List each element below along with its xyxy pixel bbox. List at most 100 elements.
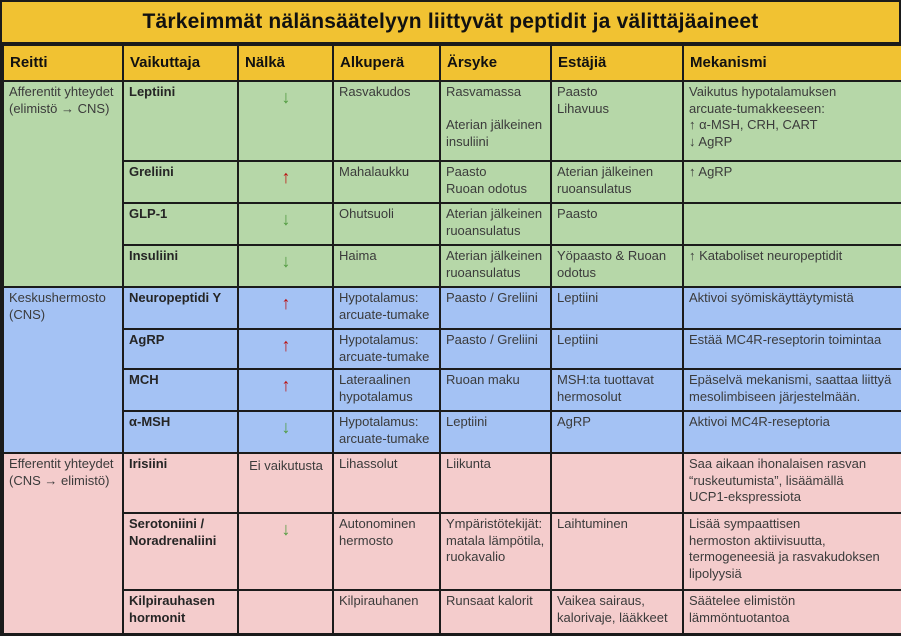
col-header-reitti: Reitti — [2, 44, 124, 82]
table-row: MCH ↑ Lateraalinen hypotalamus Ruoan mak… — [3, 368, 901, 412]
origin-cell: Rasvakudos — [332, 80, 441, 162]
route-label-afferent: Afferentit yhteydet (elimistö → CNS) — [2, 80, 124, 288]
agent-name: Kilpirauhasen hormonit — [122, 589, 239, 635]
col-header-mekanismi: Mekanismi — [682, 44, 901, 82]
hunger-cell: ↓ — [237, 512, 334, 591]
table-row: Afferentit yhteydet (elimistö → CNS) Lep… — [2, 80, 901, 288]
origin-cell: Mahalaukku — [332, 160, 441, 204]
page-title: Tärkeimmät nälänsäätelyyn liittyvät pept… — [142, 10, 759, 33]
inhibitors-cell: Leptiini — [550, 286, 684, 330]
hunger-cell: Ei vaikutusta — [237, 452, 334, 514]
agent-name: Insuliini — [122, 244, 239, 288]
table-row: Insuliini ↓ Haima Aterian jälkeinen ruoa… — [3, 244, 901, 288]
inhibitors-cell: Yöpaasto & Ruoan odotus — [550, 244, 684, 288]
col-header-arsyke: Ärsyke — [439, 44, 552, 82]
arrow-up-icon: ↑ — [281, 375, 291, 395]
table-row: Kilpirauhasen hormonit Kilpirauhanen Run… — [3, 589, 901, 635]
arrow-down-icon: ↓ — [281, 417, 291, 437]
no-effect-label: Ei vaikutusta — [249, 458, 323, 473]
mechanism-cell: Vaikutus hypotalamuksen arcuate-tumakkee… — [682, 80, 901, 162]
origin-cell: Kilpirauhanen — [332, 589, 441, 635]
inhibitors-cell: Aterian jälkeinen ruoansulatus — [550, 160, 684, 204]
table-row: Efferentit yhteydet (CNS → elimistö) Iri… — [2, 452, 901, 635]
mechanism-cell: Säätelee elimistön lämmöntuotantoa — [682, 589, 901, 635]
origin-cell: Hypotalamus: arcuate-tumake — [332, 328, 441, 370]
inhibitors-cell: AgRP — [550, 410, 684, 454]
col-header-estajia: Estäjiä — [550, 44, 684, 82]
inhibitors-cell: Laihtuminen — [550, 512, 684, 591]
mechanism-cell: Epäselvä mekanismi, saattaa liittyä meso… — [682, 368, 901, 412]
title-band: Tärkeimmät nälänsäätelyyn liittyvät pept… — [2, 2, 899, 44]
origin-cell: Hypotalamus: arcuate-tumake — [332, 286, 441, 330]
route-label-cns: Keskushermosto (CNS) — [2, 286, 124, 454]
table-row: Keskushermosto (CNS) Neuropeptidi Y ↑ Hy… — [2, 286, 901, 454]
hunger-cell: ↓ — [237, 80, 334, 162]
col-header-nalka: Nälkä — [237, 44, 334, 82]
stimulus-cell: Paasto / Greliini — [439, 328, 552, 370]
table-row: AgRP ↑ Hypotalamus: arcuate-tumake Paast… — [3, 328, 901, 370]
arrow-up-icon: ↑ — [281, 167, 291, 187]
inhibitors-cell: Paasto Lihavuus — [550, 80, 684, 162]
stimulus-cell: Paasto Ruoan odotus — [439, 160, 552, 204]
hunger-cell: ↑ — [237, 328, 334, 370]
arrow-down-icon: ↓ — [281, 251, 291, 271]
mechanism-cell: ↑ Kataboliset neuropeptidit — [682, 244, 901, 288]
origin-cell: Hypotalamus: arcuate-tumake — [332, 410, 441, 454]
stimulus-cell: Aterian jälkeinen ruoansulatus — [439, 202, 552, 246]
hunger-cell: ↑ — [237, 368, 334, 412]
origin-cell: Haima — [332, 244, 441, 288]
mechanism-cell: Lisää sympaattisen hermoston aktiivisuut… — [682, 512, 901, 591]
inhibitors-cell: Paasto — [550, 202, 684, 246]
agent-name: Greliini — [122, 160, 239, 204]
stimulus-cell: Ruoan maku — [439, 368, 552, 412]
hunger-cell: ↑ — [237, 286, 334, 330]
stimulus-cell: Ympäristötekijät: matala lämpötila, ruok… — [439, 512, 552, 591]
agent-name: α-MSH — [122, 410, 239, 454]
origin-cell: Ohutsuoli — [332, 202, 441, 246]
stimulus-cell: Rasvamassa Aterian jälkeinen insuliini — [439, 80, 552, 162]
arrow-down-icon: ↓ — [281, 87, 291, 107]
hunger-cell: ↑ — [237, 160, 334, 204]
agent-name: GLP-1 — [122, 202, 239, 246]
arrow-up-icon: ↑ — [281, 335, 291, 355]
header-row: Reitti Vaikuttaja Nälkä Alkuperä Ärsyke … — [2, 44, 901, 82]
mechanism-cell: Aktivoi syömiskäyttäytymistä — [682, 286, 901, 330]
col-header-vaikuttaja: Vaikuttaja — [122, 44, 239, 82]
hunger-cell: ↓ — [237, 202, 334, 246]
hunger-cell: ↓ — [237, 244, 334, 288]
inhibitors-cell — [550, 452, 684, 514]
table-row: Greliini ↑ Mahalaukku Paasto Ruoan odotu… — [3, 160, 901, 204]
origin-cell: Lateraalinen hypotalamus — [332, 368, 441, 412]
col-header-alkupera: Alkuperä — [332, 44, 441, 82]
agent-name: Serotoniini / Noradrenaliini — [122, 512, 239, 591]
agent-name: Neuropeptidi Y — [122, 286, 239, 330]
agent-name: MCH — [122, 368, 239, 412]
inhibitors-cell: Vaikea sairaus, kalorivaje, lääkkeet — [550, 589, 684, 635]
arrow-up-icon: ↑ — [281, 293, 291, 313]
hunger-cell: ↓ — [237, 410, 334, 454]
origin-cell: Autonominen hermosto — [332, 512, 441, 591]
table-row: GLP-1 ↓ Ohutsuoli Aterian jälkeinen ruoa… — [3, 202, 901, 246]
mechanism-cell: ↑ AgRP — [682, 160, 901, 204]
agent-name: AgRP — [122, 328, 239, 370]
inhibitors-cell: Leptiini — [550, 328, 684, 370]
mechanism-cell: Saa aikaan ihonalaisen rasvan “ruskeutum… — [682, 452, 901, 514]
agent-name: Leptiini — [122, 80, 239, 162]
origin-cell: Lihassolut — [332, 452, 441, 514]
table-row: α-MSH ↓ Hypotalamus: arcuate-tumake Lept… — [3, 410, 901, 454]
inhibitors-cell: MSH:ta tuottavat hermosolut — [550, 368, 684, 412]
route-label-efferent: Efferentit yhteydet (CNS → elimistö) — [2, 452, 124, 635]
table-row: Serotoniini / Noradrenaliini ↓ Autonomin… — [3, 512, 901, 591]
peptide-table: Reitti Vaikuttaja Nälkä Alkuperä Ärsyke … — [2, 44, 901, 635]
stimulus-cell: Aterian jälkeinen ruoansulatus — [439, 244, 552, 288]
stimulus-cell: Paasto / Greliini — [439, 286, 552, 330]
stimulus-cell: Liikunta — [439, 452, 552, 514]
mechanism-cell: Aktivoi MC4R-reseptoria — [682, 410, 901, 454]
agent-name: Irisiini — [122, 452, 239, 514]
mechanism-cell: Estää MC4R-reseptorin toimintaa — [682, 328, 901, 370]
arrow-down-icon: ↓ — [281, 519, 291, 539]
hunger-cell — [237, 589, 334, 635]
arrow-down-icon: ↓ — [281, 209, 291, 229]
stimulus-cell: Runsaat kalorit — [439, 589, 552, 635]
